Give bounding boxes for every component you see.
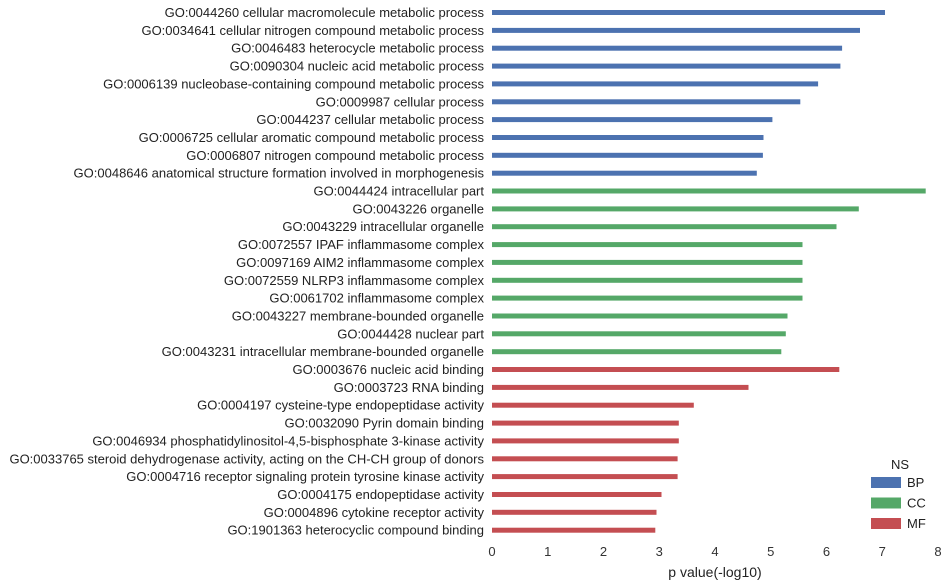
category-labels: GO:0044260 cellular macromolecule metabo…	[9, 5, 484, 538]
category-label: GO:0034641 cellular nitrogen compound me…	[141, 23, 484, 38]
bar-cc	[492, 313, 788, 319]
category-label: GO:0046934 phosphatidylinositol-4,5-bisp…	[92, 433, 484, 448]
legend-title: NS	[891, 457, 909, 472]
category-label: GO:0090304 nucleic acid metabolic proces…	[230, 59, 485, 74]
x-tick-label: 6	[823, 544, 830, 559]
category-label: GO:0003723 RNA binding	[334, 380, 484, 395]
category-label: GO:0043229 intracellular organelle	[282, 219, 484, 234]
x-tick-label: 4	[711, 544, 718, 559]
bar-bp	[492, 117, 773, 123]
x-tick-label: 8	[934, 544, 941, 559]
category-label: GO:0003676 nucleic acid binding	[292, 362, 484, 377]
bar-cc	[492, 331, 786, 337]
legend-swatch-cc	[871, 497, 901, 509]
category-label: GO:0033765 steroid dehydrogenase activit…	[9, 451, 484, 466]
bar-mf	[492, 438, 679, 444]
bar-bp	[492, 99, 801, 105]
bar-cc	[492, 295, 803, 301]
bar-mf	[492, 384, 749, 390]
category-label: GO:0006725 cellular aromatic compound me…	[139, 130, 485, 145]
bar-cc	[492, 206, 859, 212]
bar-cc	[492, 188, 926, 194]
category-label: GO:0044424 intracellular part	[313, 184, 484, 199]
legend: NS BP CC MF	[871, 457, 926, 531]
legend-label-cc: CC	[907, 496, 926, 511]
category-label: GO:0043226 organelle	[352, 201, 484, 216]
category-label: GO:0006139 nucleobase-containing compoun…	[103, 76, 484, 91]
category-label: GO:0072557 IPAF inflammasome complex	[238, 237, 485, 252]
bar-bp	[492, 10, 885, 15]
category-label: GO:0009987 cellular process	[316, 94, 485, 109]
bar-cc	[492, 277, 803, 283]
x-tick-label: 0	[488, 544, 495, 559]
category-label: GO:0004716 receptor signaling protein ty…	[126, 469, 484, 484]
legend-label-mf: MF	[907, 516, 926, 531]
bar-cc	[492, 242, 803, 248]
category-label: GO:0044260 cellular macromolecule metabo…	[165, 5, 485, 20]
bar-mf	[492, 527, 656, 533]
bar-bp	[492, 152, 763, 158]
bar-group	[492, 10, 926, 533]
bar-mf	[492, 456, 678, 462]
bar-bp	[492, 170, 757, 176]
x-tick-label: 7	[879, 544, 886, 559]
x-tick-labels: 0 1 2 3 4 5 6 7 8	[488, 544, 941, 559]
bar-mf	[492, 367, 840, 372]
category-label: GO:0046483 heterocycle metabolic process	[231, 41, 484, 56]
x-tick-label: 2	[600, 544, 607, 559]
bar-cc	[492, 259, 803, 265]
bar-mf	[492, 509, 657, 515]
x-tick-label: 3	[656, 544, 663, 559]
bar-mf	[492, 474, 678, 480]
category-label: GO:1901363 heterocyclic compound binding	[227, 523, 484, 538]
legend-swatch-bp	[871, 477, 901, 488]
category-label: GO:0043227 membrane-bounded organelle	[232, 309, 484, 324]
bar-mf	[492, 420, 679, 426]
category-label: GO:0097169 AIM2 inflammasome complex	[236, 255, 484, 270]
category-label: GO:0004896 cytokine receptor activity	[264, 505, 485, 520]
category-label: GO:0044428 nuclear part	[337, 326, 484, 341]
legend-label-bp: BP	[907, 475, 924, 490]
category-label: GO:0061702 inflammasome complex	[269, 291, 484, 306]
category-label: GO:0044237 cellular metabolic process	[256, 112, 484, 127]
bar-bp	[492, 27, 860, 33]
bar-mf	[492, 402, 694, 408]
bar-bp	[492, 63, 841, 69]
legend-swatch-mf	[871, 518, 901, 529]
bar-cc	[492, 349, 782, 355]
bar-cc	[492, 224, 837, 230]
bar-bp	[492, 45, 843, 51]
bar-bp	[492, 81, 819, 87]
bar-bp	[492, 135, 764, 140]
category-label: GO:0032090 Pyrin domain binding	[285, 416, 484, 431]
category-label: GO:0048646 anatomical structure formatio…	[74, 166, 485, 181]
category-label: GO:0072559 NLRP3 inflammasome complex	[224, 273, 485, 288]
x-tick-label: 1	[544, 544, 551, 559]
x-tick-label: 5	[767, 544, 774, 559]
category-label: GO:0004197 cysteine-type endopeptidase a…	[197, 398, 484, 413]
category-label: GO:0004175 endopeptidase activity	[277, 487, 484, 502]
category-label: GO:0043231 intracellular membrane-bounde…	[162, 344, 484, 359]
x-axis-title: p value(-log10)	[668, 564, 761, 580]
bar-mf	[492, 492, 662, 497]
category-label: GO:0006807 nitrogen compound metabolic p…	[186, 148, 484, 163]
